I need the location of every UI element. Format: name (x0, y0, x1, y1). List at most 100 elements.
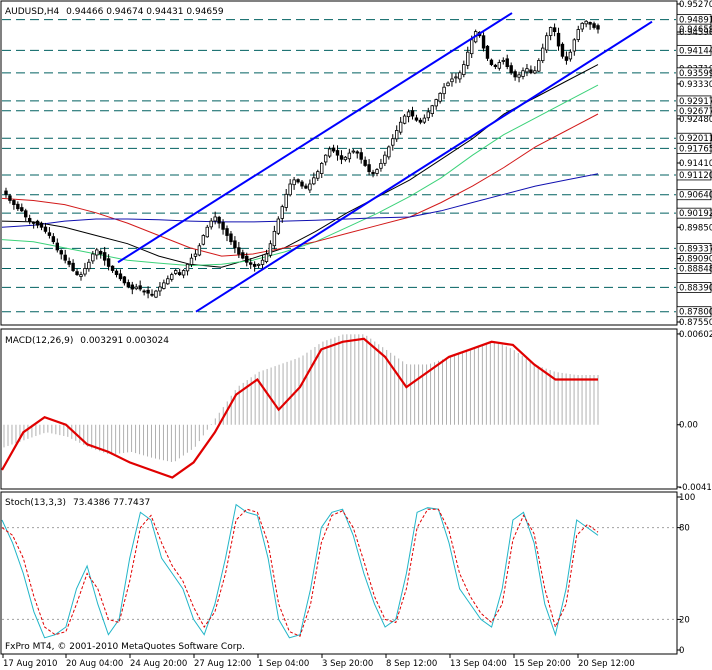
price-tick-box (676, 189, 712, 201)
candle-body (268, 243, 273, 256)
symbol-header: AUDUSD,H4 0.94466 0.94674 0.94431 0.9465… (5, 7, 224, 17)
copyright-text: FxPro MT4, © 2001-2010 MetaQuotes Softwa… (5, 642, 245, 652)
time-tick-label: 17 Aug 2010 (3, 659, 57, 669)
candle-body (201, 235, 206, 245)
candle-body (256, 263, 261, 266)
candle-body (99, 251, 103, 255)
price-tick-label: 0.95270 (679, 0, 712, 10)
macd-header: MACD(12,26,9) 0.003291 0.003024 (5, 336, 169, 346)
candle-body (450, 78, 454, 83)
stoch-panel-frame (0, 491, 678, 655)
price-tick-label: 0.90192 (679, 209, 712, 219)
candle-body (505, 58, 509, 68)
candle-body (458, 72, 462, 80)
moving-averages (1, 64, 599, 268)
candle-body (4, 190, 8, 195)
candle-body (209, 220, 213, 228)
candle-body (426, 111, 430, 119)
candle-body (138, 285, 142, 290)
price-tick-label: 0.94144 (679, 46, 712, 56)
candle-body (501, 60, 505, 62)
candle-body (371, 171, 375, 175)
macd-tick-label: -0.00413 (679, 483, 712, 493)
time-tick-label: 20 Aug 04:00 (66, 659, 123, 669)
candle-body (16, 203, 20, 210)
candle-body (102, 252, 107, 261)
channel-lower-line (195, 20, 653, 313)
price-tick-label: 0.92677 (679, 107, 712, 117)
candle-body (304, 185, 308, 189)
candle-body (79, 274, 83, 277)
price-tick-label: 0.92011 (679, 134, 712, 144)
price-tick-box (676, 142, 712, 154)
time-tick-label: 8 Sep 12:00 (386, 659, 437, 669)
candle-body (229, 233, 233, 243)
candle-body (414, 117, 419, 121)
horizontal-levels (2, 19, 676, 313)
candle-body (335, 150, 340, 156)
candle-body (497, 62, 502, 69)
price-tick-label: 0.88848 (679, 265, 712, 275)
price-tick-label: 0.90640 (679, 191, 712, 201)
candle-body (375, 169, 379, 174)
price-tick-box (676, 242, 712, 254)
candle-body (442, 86, 446, 95)
candle-body (39, 222, 44, 228)
candle-body (529, 69, 533, 74)
candle-body (134, 286, 138, 290)
candle-body (525, 68, 529, 73)
candle-body (170, 274, 174, 280)
candle-body (35, 220, 40, 226)
candle-body (406, 111, 411, 118)
price-tick-label: 0.94590 (679, 28, 712, 38)
candle-body (197, 245, 202, 256)
candle-body (544, 35, 549, 51)
candle-body (422, 117, 427, 123)
candle-body (166, 278, 170, 285)
trend-channel (117, 12, 653, 313)
candle-body (181, 270, 186, 276)
stoch-tick-label: 20 (679, 615, 690, 625)
time-tick-label: 27 Aug 12:00 (194, 659, 251, 669)
candle-body (47, 232, 52, 236)
candle-body (410, 110, 415, 117)
candle-body (454, 76, 458, 79)
candle-body (95, 249, 99, 256)
stoch-main-line (1, 503, 599, 639)
candle-body (75, 271, 79, 276)
candle-body (252, 263, 257, 267)
price-tick-box (676, 169, 712, 181)
candle-body (379, 163, 383, 169)
candle-body (284, 193, 288, 208)
candle-body (130, 284, 134, 290)
candle-body (398, 121, 403, 133)
candle-body (395, 130, 399, 140)
candle-body (122, 276, 127, 284)
price-tick-box (676, 281, 712, 293)
price-tick-box (676, 306, 712, 318)
candle-body (391, 138, 395, 146)
candlesticks (4, 20, 600, 299)
candle-body (347, 152, 352, 160)
time-tick-label: 15 Sep 20:00 (514, 659, 571, 669)
price-tick-label: 0.94659 (679, 25, 712, 35)
candle-body (248, 262, 253, 265)
candle-body (150, 293, 154, 296)
candle-body (174, 270, 178, 274)
candle-body (323, 154, 328, 163)
candle-body (260, 259, 265, 265)
candle-body (418, 119, 423, 123)
candle-body (83, 268, 87, 275)
price-tick-label: 0.93330 (679, 80, 712, 90)
candle-body (162, 282, 166, 289)
candle-body (300, 181, 304, 187)
candle-body (509, 65, 513, 74)
candle-body (8, 195, 12, 201)
candle-body (552, 27, 557, 32)
price-tick-box (676, 44, 712, 56)
candle-body (430, 105, 434, 114)
price-axis: 0.952700.948910.946590.945900.941440.937… (676, 0, 712, 328)
candle-body (189, 257, 194, 265)
candle-body (541, 47, 545, 62)
